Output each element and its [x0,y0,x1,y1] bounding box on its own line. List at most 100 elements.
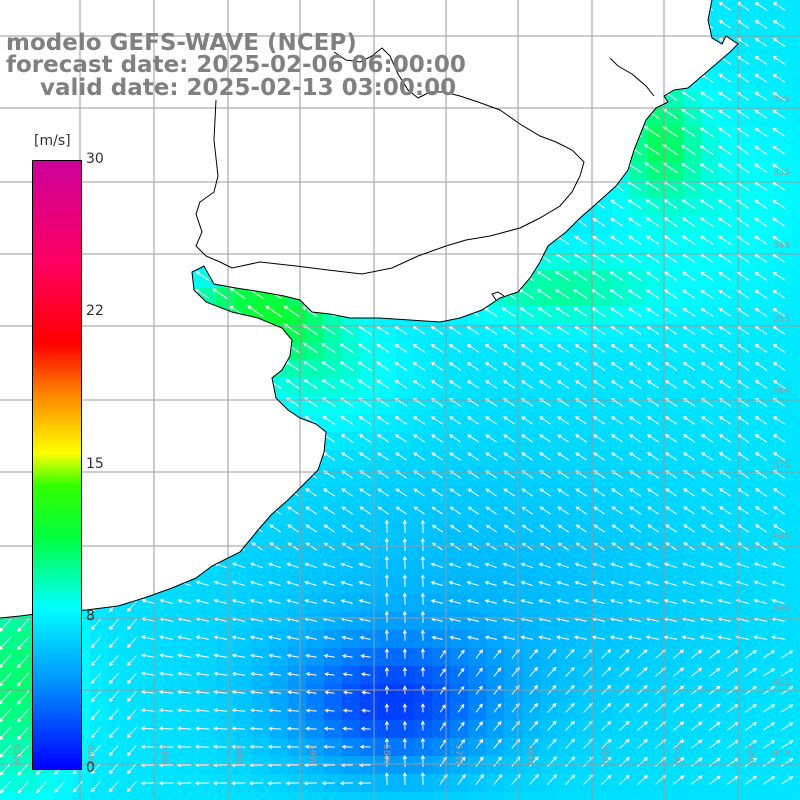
wind-vector-arrow [611,524,624,533]
wind-vector-arrow [430,599,444,604]
wind-vector-arrow [287,690,299,695]
wind-vector-arrow [431,434,444,443]
latitude-label: 41S [773,749,790,759]
wind-vector-arrow [320,342,336,353]
wind-vector-arrow [484,416,498,425]
wind-vector-arrow [645,289,660,299]
wind-vector-arrow [627,217,642,227]
wind-vector-arrow [267,580,282,587]
wind-vector-arrow [627,598,642,605]
wind-vector-arrow [772,344,786,353]
wind-vector-arrow [699,598,714,605]
wind-vector-arrow [0,744,12,758]
wind-vector-arrow [762,776,776,785]
wind-vector-arrow [229,287,246,300]
wind-vector-arrow [708,757,721,767]
wind-vector-arrow [772,145,786,155]
wind-vector-arrow [402,574,407,588]
wind-vector-arrow [636,756,649,767]
wind-vector-arrow [402,754,407,767]
wind-vector-arrow [340,580,354,587]
wind-speed-cell [720,792,739,800]
wind-vector-arrow [780,740,794,749]
wind-vector-arrow [520,580,534,587]
wind-vector-arrow [754,145,768,155]
wind-vector-arrow [108,726,119,739]
wind-vector-arrow [754,506,768,515]
wind-vector-arrow [717,580,732,587]
wind-vector-arrow [680,144,696,155]
wind-vector-arrow [17,780,30,794]
wind-vector-arrow [744,739,758,749]
wind-vector-arrow [555,635,570,640]
wind-vector-arrow [141,598,156,605]
wind-speed-cell [738,792,757,800]
wind-vector-arrow [573,635,588,640]
wind-vector-arrow [557,452,570,461]
wind-vector-arrow [708,703,721,713]
wind-vector-arrow [646,344,660,353]
wind-vector-arrow [772,55,786,65]
wind-speed-cell [792,594,800,613]
wind-speed-cell [792,216,800,235]
wind-vector-arrow [195,708,210,713]
wind-vector-arrow [323,653,335,659]
wind-vector-arrow [557,542,569,551]
wind-vector-arrow [754,362,768,371]
wind-vector-arrow [629,506,642,515]
wind-vector-arrow [360,672,371,677]
wind-vector-arrow [466,562,480,569]
wind-vector-arrow [637,649,648,659]
wind-vector-arrow [539,434,552,443]
wind-vector-arrow [573,307,588,317]
wind-vector-arrow [340,415,354,425]
wind-vector-arrow [231,726,246,731]
wind-vector-arrow [690,721,703,731]
wind-vector-arrow [700,379,714,389]
wind-speed-cell [540,792,559,800]
wind-speed-cell [792,666,800,685]
wind-vector-arrow [420,754,425,767]
wind-vector-arrow [643,144,660,156]
wind-vector-arrow [682,271,696,281]
wind-vector-arrow [565,738,576,749]
wind-vector-arrow [753,635,768,640]
wind-vector-arrow [708,721,721,731]
wind-vector-arrow [212,781,228,786]
wind-vector-arrow [213,744,228,749]
wind-vector-arrow [0,654,12,669]
wind-vector-arrow [360,654,371,659]
wind-vector-arrow [394,379,408,389]
wind-vector-arrow [646,434,660,443]
wind-vector-arrow [466,362,480,371]
wind-vector-arrow [718,109,732,119]
wind-vector-arrow [140,781,156,786]
wind-vector-arrow [377,506,389,515]
wind-vector-arrow [601,702,612,713]
wind-vector-arrow [420,771,425,786]
wind-vector-arrow [772,163,786,173]
wind-vector-arrow [555,307,570,317]
wind-vector-arrow [140,653,156,658]
wind-vector-arrow [672,667,685,677]
wind-vector-arrow [644,162,660,174]
wind-vector-arrow [90,618,101,631]
wind-speed-cell [792,234,800,253]
wind-vector-arrow [645,217,660,227]
wind-vector-arrow [0,780,12,794]
wind-vector-arrow [321,379,336,389]
grid-tick-labels: 32S 33S 34S 35S 36S 37S 38S 39S 40S 41S 63W 62W 61W 6… [11,95,790,764]
wind-vector-arrow [231,598,246,605]
wind-vector-arrow [592,434,606,443]
wind-vector-arrow [72,780,83,793]
wind-vector-arrow [140,744,156,749]
wind-vector-arrow [249,580,264,587]
wind-vector-arrow [529,756,539,767]
wind-vector-arrow [539,542,551,551]
wind-vector-arrow [339,781,354,786]
wind-vector-arrow [503,452,516,461]
wind-vector-arrow [394,361,408,371]
wind-vector-arrow [762,650,776,659]
wind-vector-arrow [536,270,552,281]
wind-vector-arrow [268,690,281,695]
